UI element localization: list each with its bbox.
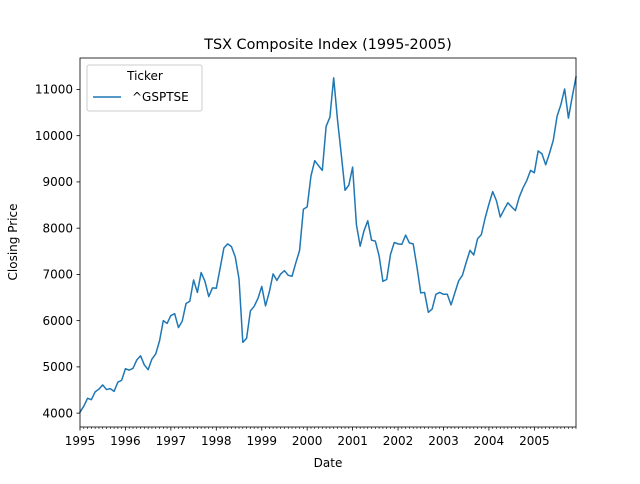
legend-title: Ticker (126, 69, 163, 83)
y-tick-label: 8000 (42, 221, 73, 235)
x-axis-label: Date (314, 456, 343, 470)
x-tick-label: 2000 (292, 434, 323, 448)
x-tick-label: 2004 (474, 434, 505, 448)
y-tick-label: 7000 (42, 268, 73, 282)
legend: Ticker ^GSPTSE (86, 64, 203, 112)
series-line (78, 76, 577, 414)
x-tick-label: 1998 (201, 434, 232, 448)
y-tick-label: 11000 (35, 83, 73, 97)
plot-area (78, 76, 577, 414)
x-tick-label: 2002 (383, 434, 414, 448)
x-tick-label: 2001 (337, 434, 368, 448)
x-axis: 1995 1996 1997 1998 1999 2000 2001 2002 2003 2004… (65, 427, 577, 448)
chart-title: TSX Composite Index (1995-2005) (203, 37, 452, 53)
x-tick-label: 1997 (156, 434, 187, 448)
x-tick-label: 1999 (246, 434, 277, 448)
y-tick-label: 10000 (35, 129, 73, 143)
legend-box (86, 64, 203, 112)
y-tick-label: 9000 (42, 175, 73, 189)
y-axis-label: Closing Price (6, 204, 20, 281)
x-tick-label: 1995 (65, 434, 96, 448)
x-tick-label: 2003 (428, 434, 459, 448)
legend-entry-label: ^GSPTSE (132, 90, 189, 104)
x-tick-label: 1996 (110, 434, 141, 448)
y-axis: 4000 5000 6000 7000 8000 9000 10000 11000 (35, 83, 80, 420)
axes-frame (79, 57, 577, 428)
y-tick-label: 6000 (42, 314, 73, 328)
y-tick-label: 5000 (42, 360, 73, 374)
y-tick-label: 4000 (42, 406, 73, 420)
x-tick-label: 2005 (519, 434, 550, 448)
